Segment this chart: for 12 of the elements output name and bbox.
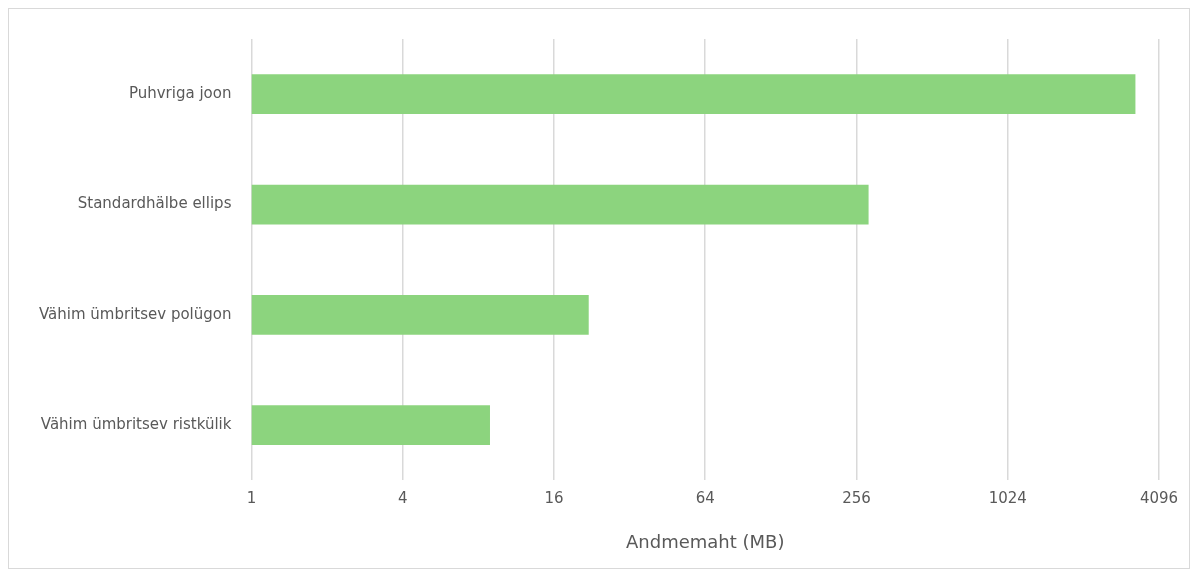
x-axis-title: Andmemaht (MB): [626, 530, 785, 552]
x-tick-label: 256: [842, 489, 871, 508]
y-tick-label: Vähim ümbritsev ristkülik: [40, 415, 232, 434]
y-tick-label: Vähim ümbritsev polügon: [39, 304, 232, 323]
x-tick-label: 4096: [1139, 489, 1179, 508]
y-tick-label: Standardhälbe ellips: [77, 194, 232, 213]
x-tick-label: 4: [397, 489, 408, 508]
x-tick-label: 64: [695, 489, 715, 508]
y-tick-label: Puhvriga joon: [128, 84, 232, 103]
x-tick-label: 1024: [988, 489, 1027, 508]
x-tick-label: 1: [246, 489, 257, 508]
x-tick-label: 16: [544, 489, 564, 508]
